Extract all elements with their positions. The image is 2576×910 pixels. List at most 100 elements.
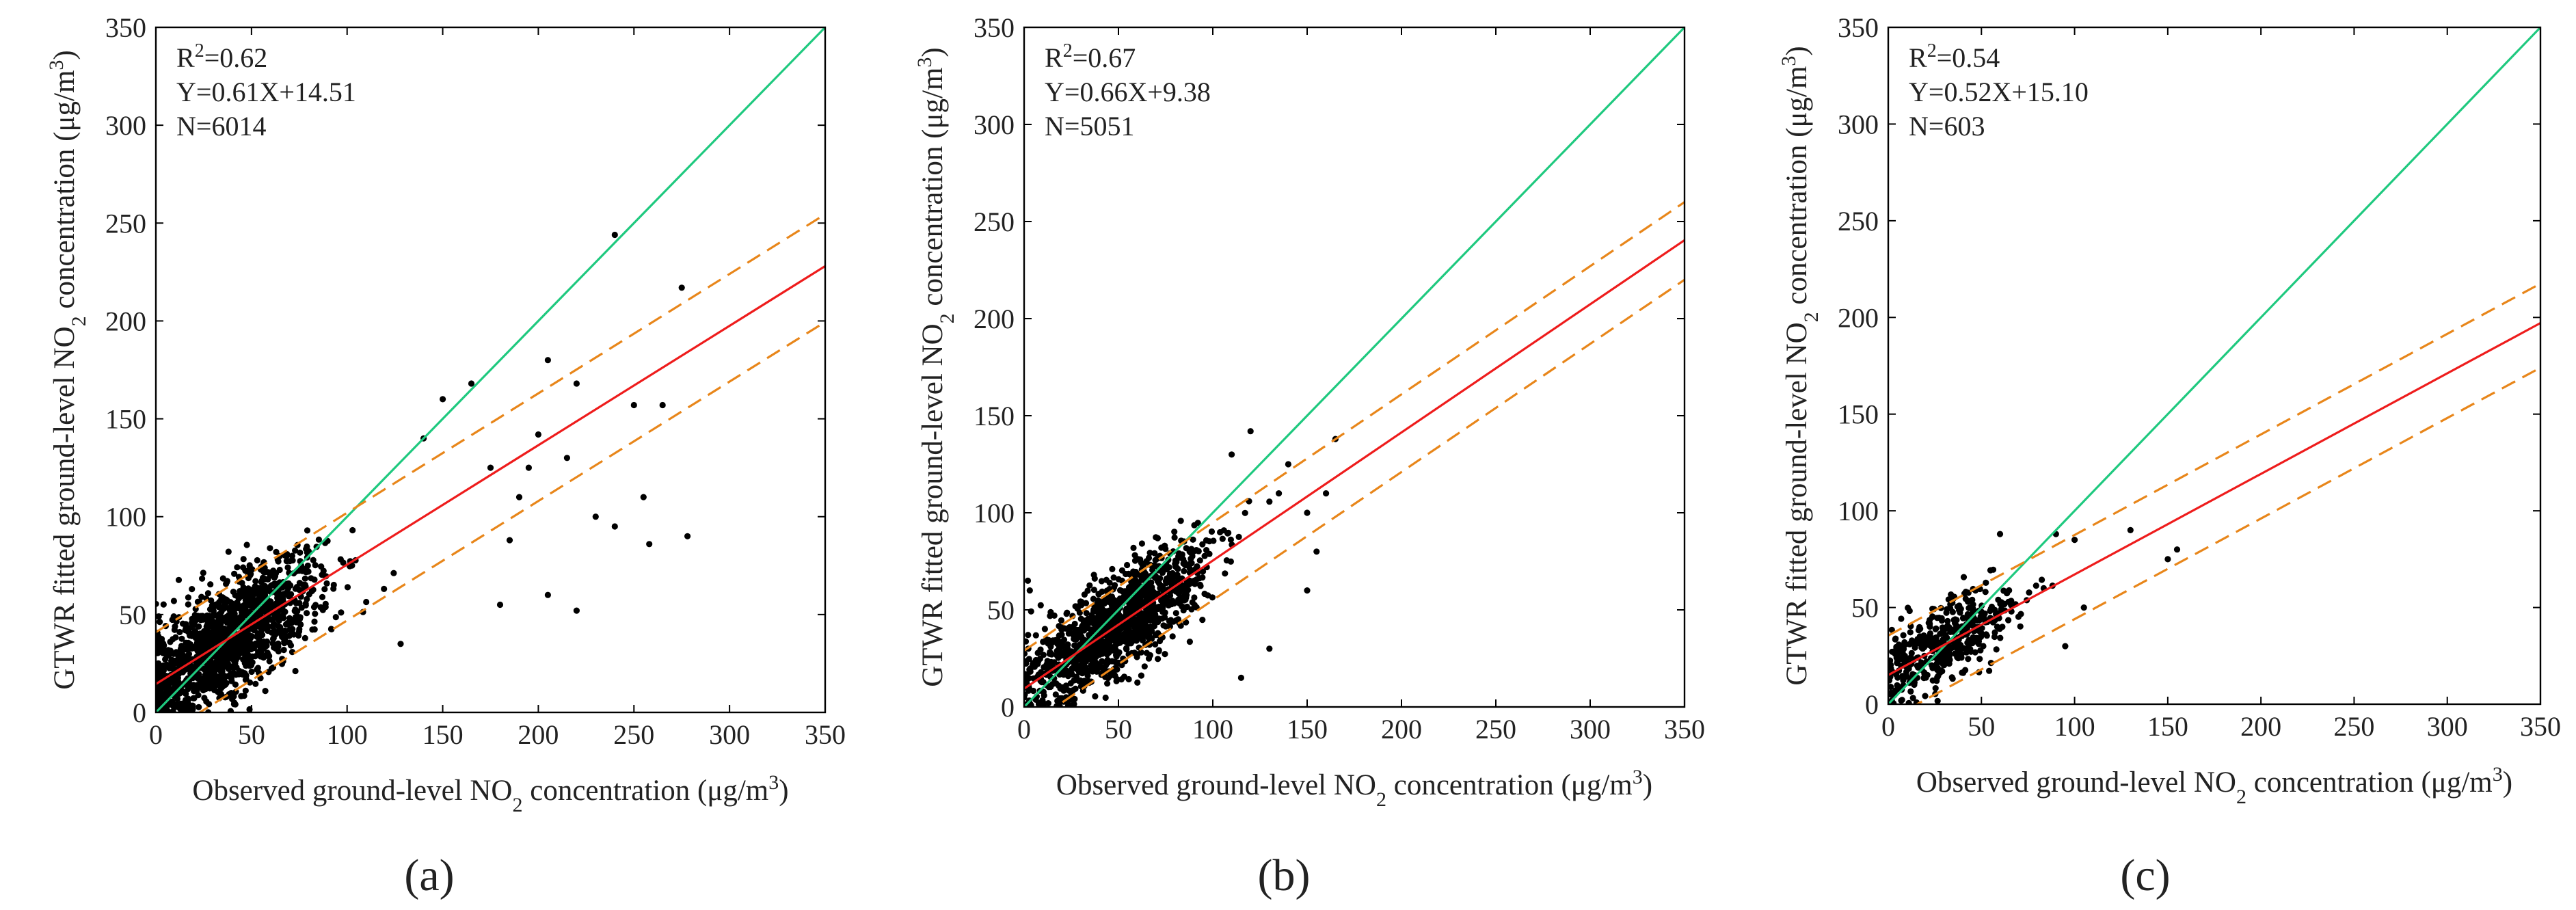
x-tick-label: 50	[1968, 711, 1995, 742]
x-tick-label: 0	[1017, 714, 1031, 745]
y-axis-label: GTWR fitted ground-level NO2 concentrati…	[1777, 46, 1823, 686]
data-point	[1040, 652, 1047, 658]
data-point	[1892, 636, 1899, 643]
data-point	[1062, 652, 1069, 658]
data-point	[312, 611, 319, 617]
data-point	[191, 685, 198, 693]
data-point	[280, 591, 287, 598]
y-tick-label: 250	[974, 206, 1015, 237]
data-point	[1024, 577, 1032, 585]
scatter-points	[1888, 526, 2181, 704]
data-point	[1144, 615, 1151, 621]
data-point	[1094, 641, 1101, 648]
data-point	[292, 547, 299, 554]
data-point	[611, 231, 618, 239]
data-point	[185, 696, 192, 703]
data-point	[223, 680, 230, 686]
data-point	[1136, 601, 1143, 608]
data-point	[1989, 566, 1997, 573]
data-point	[273, 548, 280, 556]
data-point	[344, 584, 351, 591]
data-point	[162, 656, 169, 663]
data-point	[1193, 547, 1200, 554]
data-point	[211, 602, 218, 609]
data-point	[332, 614, 339, 621]
x-label-sub: 2	[2236, 786, 2246, 808]
data-point	[1967, 645, 1974, 653]
data-point	[304, 610, 310, 617]
data-point	[440, 396, 446, 403]
y-label-part: )	[1781, 46, 1813, 55]
data-point	[1090, 587, 1097, 593]
data-point	[244, 660, 251, 667]
data-point	[230, 701, 237, 708]
data-point	[1118, 587, 1125, 595]
data-point	[1090, 660, 1097, 667]
sample-count-annotation: N=5051	[1045, 111, 1134, 142]
data-point	[1323, 490, 1330, 497]
data-point	[1166, 564, 1172, 571]
data-point	[262, 688, 269, 695]
data-point	[178, 635, 185, 642]
data-point	[1947, 601, 1954, 608]
data-point	[1247, 428, 1254, 435]
y-tick-label: 150	[105, 404, 146, 435]
fit-line	[1024, 239, 1685, 690]
data-point	[1304, 509, 1311, 516]
data-point	[573, 607, 580, 614]
r-squared-value: =0.67	[1073, 42, 1136, 73]
data-point	[1206, 550, 1213, 557]
data-point	[1155, 630, 1162, 637]
x-label-part: Observed ground-level NO	[192, 775, 512, 807]
data-point	[160, 707, 167, 712]
data-point	[1943, 609, 1950, 616]
sample-count-annotation: N=6014	[176, 111, 266, 142]
data-point	[272, 580, 279, 587]
data-point	[573, 380, 580, 387]
data-point	[287, 642, 295, 649]
data-point	[1125, 621, 1131, 628]
x-axis-label: Observed ground-level NO2 concentration …	[192, 771, 788, 816]
data-point	[1183, 579, 1190, 586]
data-point	[1951, 619, 1959, 627]
data-point	[1118, 567, 1125, 574]
data-point	[252, 599, 258, 606]
data-point	[228, 675, 234, 682]
data-point	[229, 650, 236, 656]
data-point	[1110, 602, 1117, 608]
data-point	[1949, 675, 1956, 682]
data-point	[1976, 656, 1983, 663]
x-tick-label: 50	[1105, 714, 1132, 745]
data-point	[1959, 615, 1967, 621]
data-point	[160, 601, 167, 608]
data-point	[1946, 624, 1953, 631]
data-point	[221, 596, 228, 603]
data-point	[1998, 606, 2004, 613]
data-point	[1913, 639, 1920, 646]
data-point	[198, 675, 205, 682]
data-point	[1075, 626, 1082, 634]
x-tick-label: 100	[327, 719, 368, 750]
x-tick-label: 200	[1381, 714, 1422, 745]
lower-bound-line	[1914, 366, 2540, 704]
data-point	[1160, 565, 1167, 572]
data-point	[292, 613, 299, 621]
data-point	[1049, 639, 1056, 646]
reference-lines	[1888, 27, 2540, 704]
y-tick-label: 300	[1838, 109, 1879, 139]
data-point	[277, 624, 284, 630]
data-point	[230, 589, 237, 595]
data-point	[303, 546, 310, 552]
data-point	[1141, 663, 1148, 670]
data-point	[228, 613, 235, 619]
data-point	[304, 567, 310, 574]
equation-annotation: Y=0.66X+9.38	[1045, 77, 1211, 107]
data-point	[337, 556, 344, 563]
data-point	[207, 581, 214, 588]
data-point	[1097, 606, 1104, 613]
data-point	[174, 682, 180, 689]
data-point	[221, 604, 228, 611]
data-point	[1138, 672, 1144, 679]
x-tick-label: 300	[2427, 711, 2468, 742]
data-point	[209, 624, 216, 630]
